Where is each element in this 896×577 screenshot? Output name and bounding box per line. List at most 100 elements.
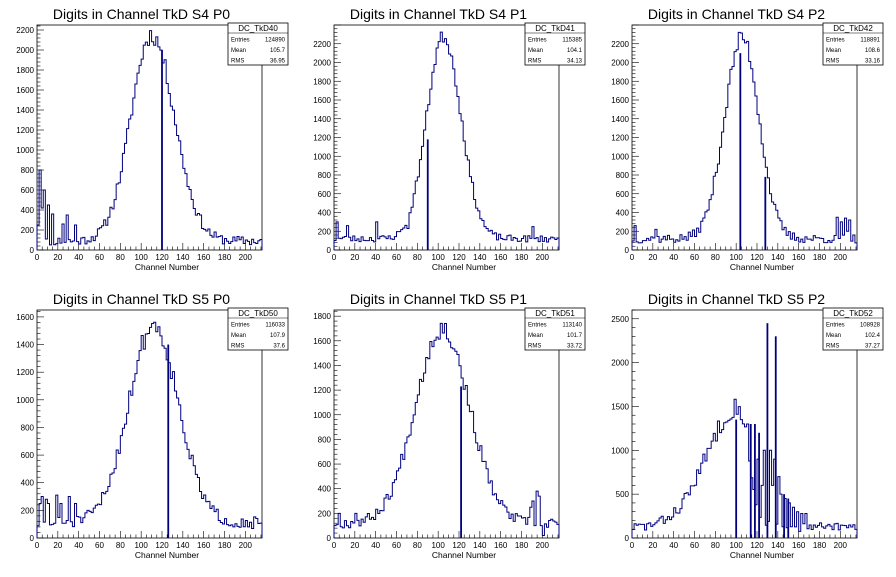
stats-key: Mean bbox=[231, 333, 246, 339]
stats-value: 34.13 bbox=[567, 59, 583, 65]
chart-panel-4: Digits in Channel TkD S5 P1 0 20 40 60 80 100 1… bbox=[313, 291, 586, 560]
x-tick-label: 160 bbox=[792, 253, 806, 262]
y-tick-label: 200 bbox=[318, 509, 332, 518]
x-tick-label: 100 bbox=[729, 253, 743, 262]
stats-value: 108928 bbox=[860, 323, 881, 329]
y-tick-label: 800 bbox=[318, 435, 332, 444]
y-tick-label: 200 bbox=[616, 227, 630, 236]
stats-value: 102.4 bbox=[865, 333, 881, 339]
x-tick-label: 20 bbox=[53, 253, 62, 262]
x-tick-label: 0 bbox=[630, 253, 635, 262]
x-tick-label: 200 bbox=[834, 541, 848, 550]
stats-box-frame bbox=[822, 307, 884, 351]
y-tick-label: 1400 bbox=[313, 361, 331, 370]
stats-box: DC_TkD51 Entries 113140 Mean 101.7 RMS 33.72 bbox=[524, 307, 586, 351]
histogram-spike bbox=[787, 498, 790, 538]
stats-value: 104.1 bbox=[567, 48, 583, 54]
x-tick-label: 180 bbox=[515, 541, 529, 550]
stats-key: Entries bbox=[826, 38, 845, 44]
y-tick-label: 1200 bbox=[16, 368, 34, 377]
y-tick-label: 0 bbox=[625, 534, 630, 543]
stats-box-frame bbox=[822, 22, 884, 66]
y-tick-label: 800 bbox=[21, 166, 35, 175]
plot-frame bbox=[333, 309, 560, 539]
x-tick-label: 160 bbox=[792, 541, 806, 550]
y-tick-label: 1000 bbox=[16, 146, 34, 155]
x-tick-label: 140 bbox=[473, 253, 487, 262]
x-axis-label: Channel Number bbox=[730, 550, 794, 560]
x-tick-label: 40 bbox=[371, 541, 380, 550]
y-tick-label: 2500 bbox=[611, 315, 629, 324]
x-tick-label: 160 bbox=[494, 541, 508, 550]
x-axis-label: Channel Number bbox=[730, 262, 794, 272]
x-tick-label: 200 bbox=[536, 541, 550, 550]
y-tick-label: 1000 bbox=[313, 411, 331, 420]
y-tick-label: 0 bbox=[30, 246, 35, 255]
y-tick-label: 1500 bbox=[611, 402, 629, 411]
y-tick-label: 1000 bbox=[611, 152, 629, 161]
y-tick-label: 2200 bbox=[313, 40, 331, 49]
y-tick-label: 1200 bbox=[313, 386, 331, 395]
chart-panel-2: Digits in Channel TkD S4 P2 0 20 40 60 80 100 1… bbox=[611, 6, 884, 272]
y-tick-label: 600 bbox=[318, 460, 332, 469]
y-tick-label: 2000 bbox=[611, 359, 629, 368]
x-tick-label: 120 bbox=[452, 541, 466, 550]
y-tick-label: 800 bbox=[616, 171, 630, 180]
stats-key: Entries bbox=[528, 323, 547, 329]
x-tick-label: 160 bbox=[494, 253, 508, 262]
stats-value: 116033 bbox=[265, 323, 285, 329]
histogram-series bbox=[333, 31, 560, 250]
histogram-spike bbox=[426, 139, 429, 250]
stats-value: 113140 bbox=[562, 323, 582, 329]
x-tick-label: 200 bbox=[239, 541, 253, 550]
y-tick-label: 0 bbox=[327, 246, 332, 255]
y-tick-label: 0 bbox=[327, 534, 332, 543]
stats-key: RMS bbox=[826, 59, 839, 65]
stats-value: 105.7 bbox=[270, 48, 286, 54]
x-tick-label: 40 bbox=[74, 253, 83, 262]
x-tick-label: 40 bbox=[371, 253, 380, 262]
stats-key: RMS bbox=[231, 344, 244, 350]
stats-value: 108.6 bbox=[865, 48, 881, 54]
x-tick-label: 0 bbox=[35, 541, 40, 550]
y-tick-label: 1400 bbox=[16, 106, 34, 115]
chart-panel-0: Digits in Channel TkD S4 P0 0 20 40 60 80 100 1… bbox=[16, 6, 289, 272]
stats-name: DC_TkD41 bbox=[535, 24, 575, 33]
y-tick-label: 400 bbox=[21, 206, 35, 215]
x-tick-label: 120 bbox=[750, 541, 764, 550]
chart-title: Digits in Channel TkD S4 P2 bbox=[648, 6, 825, 22]
stats-key: Mean bbox=[826, 48, 841, 54]
histogram-spike bbox=[758, 432, 760, 538]
stats-key: Mean bbox=[528, 48, 543, 54]
x-tick-label: 80 bbox=[711, 253, 720, 262]
stats-name: DC_TkD52 bbox=[833, 309, 873, 318]
x-axis-label: Channel Number bbox=[432, 262, 496, 272]
x-tick-label: 60 bbox=[95, 541, 104, 550]
x-tick-label: 40 bbox=[669, 253, 678, 262]
histogram-spike bbox=[783, 494, 785, 538]
stats-value: 37.27 bbox=[865, 344, 881, 350]
stats-key: RMS bbox=[826, 344, 839, 350]
y-tick-label: 1600 bbox=[313, 337, 331, 346]
x-tick-label: 40 bbox=[669, 541, 678, 550]
y-tick-label: 2000 bbox=[16, 46, 34, 55]
y-tick-label: 1600 bbox=[313, 96, 331, 105]
stats-name: DC_TkD40 bbox=[238, 24, 278, 33]
x-tick-label: 160 bbox=[197, 253, 211, 262]
histogram-spike bbox=[774, 336, 777, 538]
x-tick-label: 20 bbox=[648, 253, 657, 262]
histogram-spike bbox=[754, 424, 756, 538]
y-tick-label: 0 bbox=[30, 534, 35, 543]
histogram-series bbox=[333, 322, 560, 538]
y-tick-label: 400 bbox=[21, 479, 35, 488]
stats-key: Entries bbox=[231, 323, 250, 329]
histogram-spike bbox=[766, 323, 769, 538]
y-tick-label: 2000 bbox=[313, 59, 331, 68]
stats-value: 33.16 bbox=[865, 59, 881, 65]
x-tick-label: 140 bbox=[771, 253, 785, 262]
x-tick-label: 160 bbox=[197, 541, 211, 550]
x-tick-label: 60 bbox=[392, 253, 401, 262]
histogram-spike bbox=[739, 53, 742, 250]
